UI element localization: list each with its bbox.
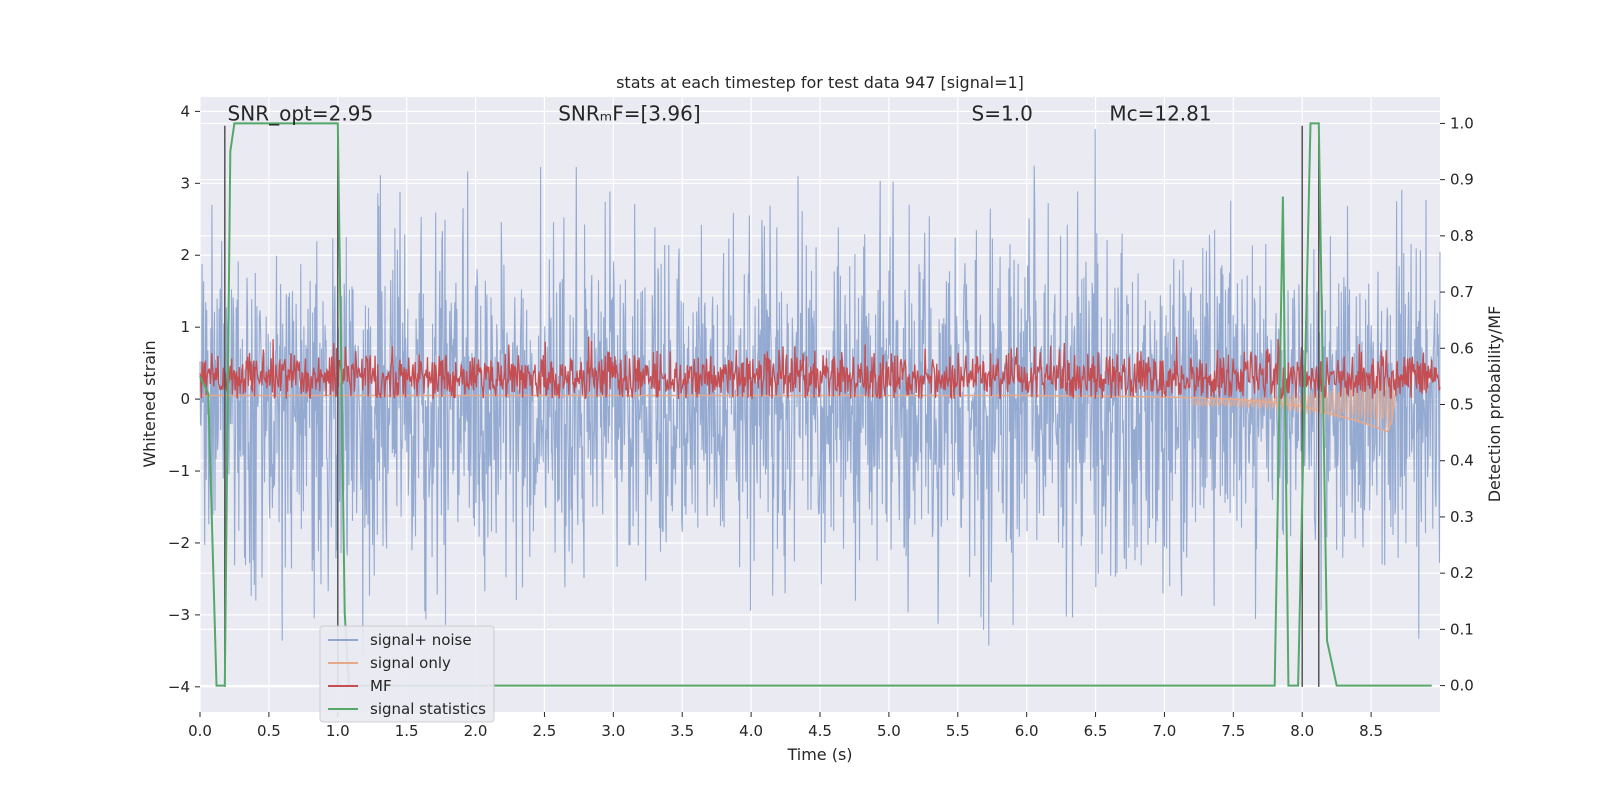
signal-statistics-series <box>199 122 1432 687</box>
x-tick-label: 0.0 <box>188 722 212 740</box>
y-left-tick-label: −4 <box>168 678 190 696</box>
chart-title: stats at each timestep for test data 947… <box>616 73 1024 92</box>
x-tick-label: 5.0 <box>877 722 901 740</box>
y-left-ticks: 4 3 2 1 0 −1 −2 −3 −4 <box>168 102 200 696</box>
annotation-text: Mᴄ=12.81 <box>1109 102 1211 126</box>
y-left-tick-label: 2 <box>180 246 190 264</box>
signal-only-series <box>200 374 1396 433</box>
x-tick-label: 5.5 <box>946 722 970 740</box>
y-left-tick-label: −1 <box>168 462 190 480</box>
y-right-tick-label: 0.7 <box>1450 283 1474 301</box>
signal-noise-series <box>199 129 1441 655</box>
x-tick-label: 7.5 <box>1221 722 1245 740</box>
annotations: SNR_opt=2.95 SNRₘF=[3.96] S=1.0 Mᴄ=12.81 <box>228 102 1212 126</box>
y-left-tick-label: 4 <box>180 102 190 120</box>
y-axis-right-label: Detection probability/MF <box>1485 306 1504 503</box>
x-tick-label: 6.5 <box>1084 722 1108 740</box>
y-right-tick-label: 0.1 <box>1450 620 1474 638</box>
mf-series <box>199 336 1441 401</box>
y-right-tick-label: 0.8 <box>1450 227 1474 245</box>
legend-label: MF <box>370 677 392 695</box>
annotation-text: SNRₘF=[3.96] <box>558 102 700 126</box>
annotation-text: SNR_opt=2.95 <box>228 102 374 126</box>
x-tick-label: 8.0 <box>1290 722 1314 740</box>
x-tick-label: 2.5 <box>533 722 557 740</box>
signal-noise-line <box>199 129 1441 655</box>
legend-label: signal statistics <box>370 700 486 718</box>
legend: signal+ noise signal only MF signal statist… <box>319 625 495 723</box>
y-right-tick-label: 0.0 <box>1450 677 1474 695</box>
y-right-tick-label: 0.6 <box>1450 339 1474 357</box>
x-axis-label: Time (s) <box>786 745 852 764</box>
x-tick-label: 1.0 <box>326 722 350 740</box>
legend-box <box>319 625 495 723</box>
x-tick-label: 8.5 <box>1359 722 1383 740</box>
x-tick-label: 3.0 <box>601 722 625 740</box>
signal-only-chirp <box>1191 374 1395 430</box>
legend-label: signal only <box>370 654 451 672</box>
legend-label: signal+ noise <box>370 631 472 649</box>
y-right-tick-label: 1.0 <box>1450 114 1474 132</box>
y-left-tick-label: −3 <box>168 606 190 624</box>
annotation-text: S=1.0 <box>972 102 1033 126</box>
signal-statistics-line <box>199 122 1432 687</box>
y-right-tick-label: 0.5 <box>1450 396 1474 414</box>
y-left-tick-label: −2 <box>168 534 190 552</box>
y-left-tick-label: 0 <box>180 390 190 408</box>
y-left-tick-label: 3 <box>180 174 190 192</box>
y-left-tick-label: 1 <box>180 318 190 336</box>
y-right-tick-label: 0.4 <box>1450 452 1474 470</box>
y-right-tick-label: 0.9 <box>1450 171 1474 189</box>
x-tick-label: 3.5 <box>670 722 694 740</box>
mf-line <box>199 336 1441 401</box>
x-tick-label: 4.5 <box>808 722 832 740</box>
x-tick-label: 6.0 <box>1015 722 1039 740</box>
x-ticks: 0.0 0.5 1.0 1.5 2.0 2.5 3.0 3.5 4.0 4.5 5.0 5.5 6.0 6… <box>188 712 1383 740</box>
x-tick-label: 4.0 <box>739 722 763 740</box>
x-tick-label: 0.5 <box>257 722 281 740</box>
x-tick-label: 1.5 <box>395 722 419 740</box>
y-right-tick-label: 0.2 <box>1450 564 1474 582</box>
x-tick-label: 7.0 <box>1153 722 1177 740</box>
signal-only-line <box>200 394 1396 433</box>
y-right-ticks: 1.0 0.9 0.8 0.7 0.6 0.5 0.4 0.3 0.2 0.1 0.0 <box>1440 114 1474 695</box>
y-right-tick-label: 0.3 <box>1450 508 1474 526</box>
y-axis-left-label: Whitened strain <box>140 340 159 467</box>
x-tick-label: 2.0 <box>464 722 488 740</box>
